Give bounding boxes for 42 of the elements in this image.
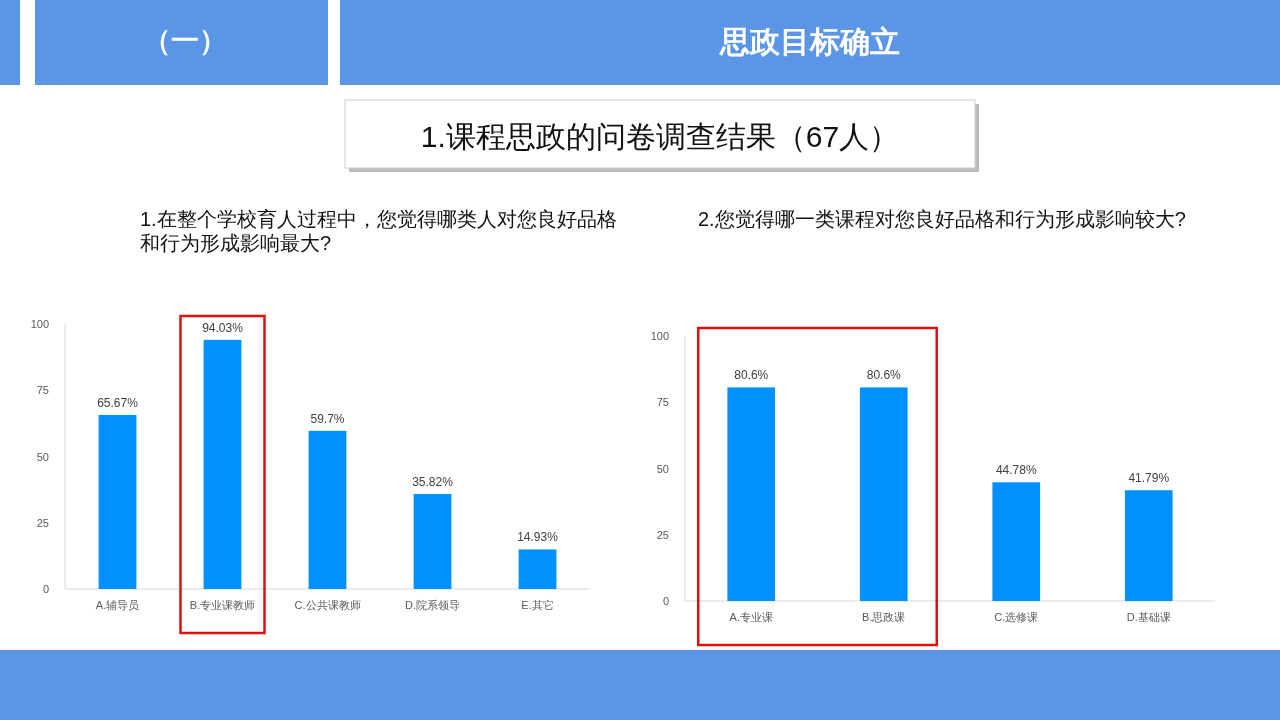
- x-tick-label: B.思政课: [862, 611, 906, 623]
- data-label: 80.6%: [734, 368, 769, 383]
- data-label: 94.03%: [202, 320, 244, 335]
- y-tick-label: 0: [42, 583, 49, 595]
- bar: [1124, 490, 1173, 601]
- x-tick-label: D.院系领导: [405, 599, 460, 611]
- chart-title: 1.在整个学校育人过程中，您觉得哪类人对您良好品格和行为形成影响最大?: [140, 208, 617, 254]
- data-label: 41.79%: [1128, 471, 1170, 486]
- bar: [203, 339, 242, 589]
- y-tick-label: 0: [662, 595, 669, 607]
- y-tick-label: 75: [36, 384, 49, 397]
- bar: [308, 430, 347, 589]
- bar: [859, 387, 908, 601]
- y-tick-label: 50: [36, 450, 49, 463]
- y-tick-label: 50: [656, 462, 669, 475]
- x-tick-label: A.专业课: [729, 611, 773, 623]
- y-tick-label: 75: [656, 396, 669, 409]
- bar: [727, 387, 776, 601]
- x-tick-label: A.辅导员: [95, 599, 140, 611]
- x-tick-label: D.基础课: [1126, 611, 1171, 623]
- data-label: 80.6%: [866, 368, 902, 383]
- text: 思政目标确立: [719, 25, 900, 58]
- y-tick-label: 25: [656, 528, 669, 541]
- chart-title: 2.您觉得哪一类课程对您良好品格和行为形成影响较大?: [698, 208, 1186, 230]
- bar: [98, 414, 137, 589]
- x-tick-label: C.公共课教师: [294, 599, 361, 611]
- y-tick-label: 100: [650, 330, 669, 342]
- bar: [992, 482, 1041, 601]
- y-tick-label: 25: [36, 516, 49, 529]
- x-tick-label: C.选修课: [994, 611, 1039, 623]
- data-label: 59.7%: [310, 411, 345, 426]
- x-tick-label: B.专业课教师: [189, 599, 256, 611]
- bar: [518, 549, 557, 589]
- bar: [413, 494, 452, 589]
- data-label: 14.93%: [517, 530, 559, 545]
- text: （一）: [143, 25, 227, 56]
- y-tick-label: 100: [30, 318, 49, 330]
- data-label: 44.78%: [995, 463, 1037, 478]
- data-label: 65.67%: [97, 395, 139, 410]
- text: 1.课程思政的问卷调查结果（67人）: [420, 120, 900, 153]
- data-label: 35.82%: [412, 475, 454, 490]
- x-tick-label: E.其它: [521, 599, 554, 611]
